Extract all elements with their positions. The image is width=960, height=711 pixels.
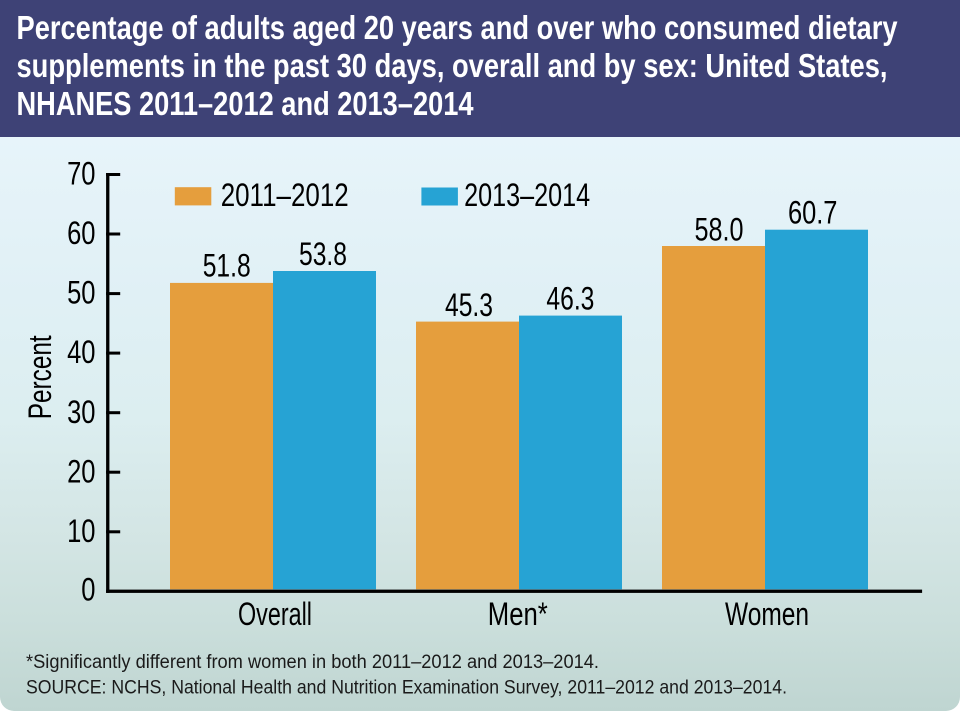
svg-text:Percentage of adults aged 20 y: Percentage of adults aged 20 years and o… (17, 9, 899, 46)
svg-text:50: 50 (67, 275, 95, 311)
svg-text:40: 40 (67, 334, 95, 370)
svg-text:2013–2014: 2013–2014 (464, 177, 590, 213)
svg-text:10: 10 (67, 513, 95, 549)
svg-text:51.8: 51.8 (203, 248, 251, 284)
svg-text:0: 0 (81, 572, 95, 608)
svg-text:Overall: Overall (238, 596, 312, 632)
svg-text:70: 70 (67, 156, 95, 192)
svg-text:30: 30 (67, 394, 95, 430)
svg-text:58.0: 58.0 (695, 212, 744, 248)
svg-text:60.7: 60.7 (788, 195, 838, 231)
svg-text:2011–2012: 2011–2012 (221, 177, 349, 213)
svg-text:NHANES 2011–2012 and 2013–2014: NHANES 2011–2012 and 2013–2014 (17, 85, 475, 122)
svg-text:20: 20 (67, 453, 95, 489)
svg-text:46.3: 46.3 (546, 280, 594, 316)
svg-text:*Significantly different from: *Significantly different from women in b… (26, 652, 599, 673)
svg-text:45.3: 45.3 (445, 287, 493, 323)
svg-text:Men*: Men* (488, 596, 548, 632)
svg-text:53.8: 53.8 (299, 236, 347, 272)
svg-text:Women: Women (725, 596, 809, 632)
svg-text:60: 60 (67, 215, 95, 251)
svg-text:supplements in the past 30 day: supplements in the past 30 days, overall… (17, 47, 888, 84)
svg-text:Percent: Percent (22, 335, 58, 419)
svg-text:SOURCE: NCHS, National Health: SOURCE: NCHS, National Health and Nutrit… (26, 677, 787, 698)
